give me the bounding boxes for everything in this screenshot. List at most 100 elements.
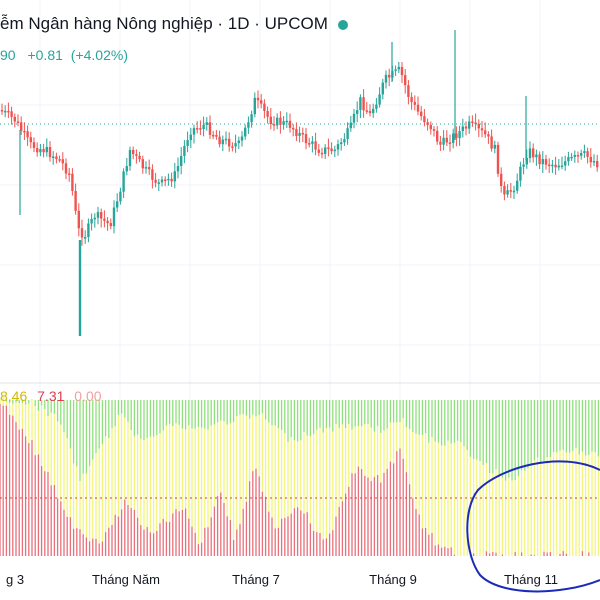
candle-body: [340, 142, 343, 145]
candle-body: [276, 117, 279, 126]
candle-body: [122, 171, 125, 192]
candle-body: [535, 154, 538, 158]
candle-body: [23, 130, 26, 133]
candle-body: [458, 131, 461, 139]
candle-body: [301, 132, 304, 135]
symbol-title[interactable]: ễm Ngân hàng Nông nghiệp · 1D · UPCOM: [0, 14, 348, 34]
candle-body: [407, 85, 410, 97]
candle-body: [292, 127, 295, 130]
candle-body: [471, 121, 474, 123]
x-axis-label-1: g 3: [6, 572, 25, 587]
candle-body: [314, 141, 317, 150]
candle-body: [183, 145, 186, 156]
candle-body: [192, 128, 196, 135]
candle-body: [416, 104, 420, 112]
candle-body: [0, 110, 4, 112]
candle-body: [141, 159, 144, 169]
candle-body: [100, 212, 103, 219]
candle-body: [279, 117, 282, 125]
candle-body: [186, 140, 189, 146]
candle-body: [119, 191, 122, 202]
price-fragment: 90: [0, 47, 16, 63]
candle-body: [461, 126, 464, 132]
x-axis-label-5: Tháng 11: [504, 572, 558, 587]
candle-body: [336, 144, 340, 150]
candle-body: [512, 190, 516, 193]
candle-body: [413, 102, 416, 105]
candle-body: [474, 122, 477, 125]
candle-body: [388, 74, 391, 78]
candle-body: [160, 179, 164, 183]
candle-body: [308, 143, 311, 145]
candle-body: [333, 149, 336, 152]
candle-body: [560, 165, 564, 168]
price-change-percent: (+4.02%): [70, 47, 128, 63]
candle-body: [180, 155, 183, 166]
indicator-value-2: 7.31: [37, 388, 65, 404]
candle-body: [10, 111, 13, 117]
candle-body: [58, 159, 61, 161]
candle-body: [16, 121, 20, 123]
candle-body: [596, 161, 599, 168]
candle-body: [228, 138, 231, 147]
candle-body: [285, 120, 288, 123]
candle-body: [343, 139, 346, 143]
candle-body: [362, 97, 365, 111]
candle-body: [109, 223, 112, 227]
candle-body: [375, 104, 378, 109]
quote-line: 90 +0.81 (+4.02%): [0, 47, 128, 63]
candle-body: [544, 159, 548, 165]
candle-body: [106, 220, 109, 224]
candle-body: [525, 157, 528, 165]
candle-body: [39, 148, 42, 153]
candle-body: [125, 166, 128, 172]
candle-body: [311, 141, 314, 144]
candle-body: [349, 122, 352, 129]
candle-body: [423, 116, 426, 123]
candle-body: [404, 75, 407, 86]
candle-body: [346, 128, 349, 140]
candle-body: [493, 144, 496, 149]
candle-body: [80, 228, 84, 238]
candle-body: [7, 110, 10, 113]
candle-body: [77, 210, 80, 229]
symbol-title-text: ễm Ngân hàng Nông nghiệp · 1D · UPCOM: [0, 14, 328, 33]
candle-body: [580, 153, 583, 156]
candle-body: [528, 148, 532, 158]
candle-body: [592, 161, 596, 163]
candle-body: [45, 146, 48, 153]
candle-body: [202, 124, 205, 130]
candle-body: [173, 171, 176, 182]
candle-body: [442, 137, 445, 145]
candle-body: [464, 126, 468, 129]
candle-body: [215, 134, 218, 137]
candle-body: [42, 148, 45, 153]
candle-body: [484, 130, 487, 135]
candle-body: [564, 161, 567, 166]
candle-body: [586, 151, 589, 157]
candle-body: [432, 129, 436, 131]
candle-body: [532, 148, 535, 158]
candle-body: [260, 100, 263, 104]
candle-body: [400, 66, 404, 76]
candle-body: [573, 155, 576, 157]
candle-body: [324, 147, 327, 154]
candle-body: [64, 163, 68, 174]
candle-body: [352, 113, 356, 123]
candle-body: [266, 110, 269, 117]
candle-body: [557, 165, 560, 168]
candle-body: [368, 110, 372, 114]
candle-body: [208, 122, 212, 135]
candle-body: [68, 173, 71, 176]
candle-body: [13, 116, 16, 122]
candle-body: [439, 141, 442, 145]
candle-body: [410, 96, 413, 103]
candle-body: [538, 154, 541, 165]
candle-body: [196, 128, 199, 130]
candle-body: [250, 114, 253, 123]
candle-body: [381, 82, 384, 95]
candle-body: [468, 121, 471, 129]
candle-body: [384, 74, 388, 83]
candle-body: [74, 191, 77, 211]
